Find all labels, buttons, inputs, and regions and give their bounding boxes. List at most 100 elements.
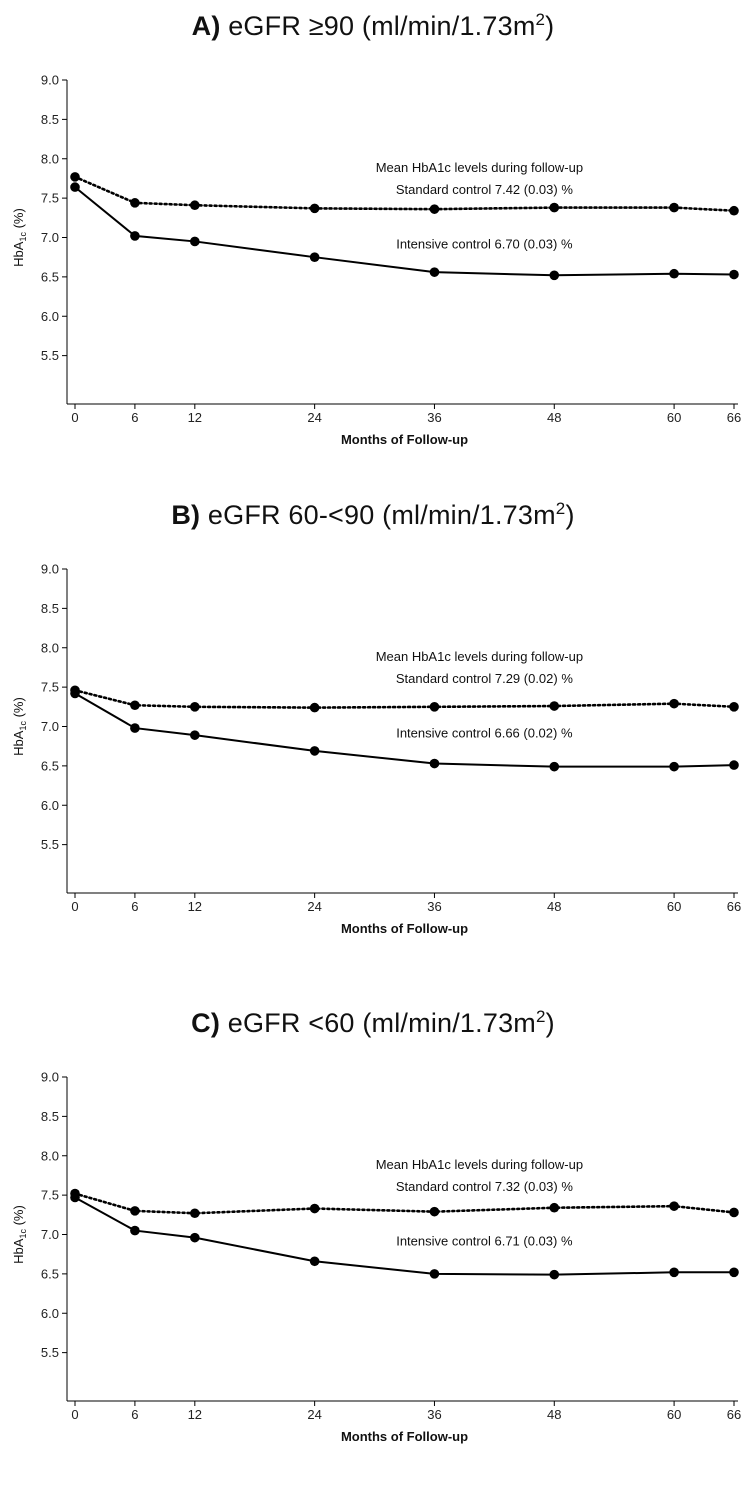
- y-tick-label: 8.0: [41, 151, 59, 166]
- x-tick-label: 6: [131, 1407, 138, 1422]
- intensive-control-line: [74, 1196, 734, 1276]
- x-tick-label: 66: [727, 899, 741, 914]
- y-tick-label: 8.5: [41, 601, 59, 616]
- intensive-control-line: [74, 186, 735, 277]
- standard-control-point: [309, 702, 320, 713]
- title-close: ): [545, 11, 555, 41]
- intensive-control-point: [669, 268, 679, 279]
- annotation-standard: Standard control 7.42 (0.03) %: [396, 182, 573, 197]
- standard-control-point: [669, 1201, 679, 1211]
- title-superscript: 2: [555, 499, 566, 518]
- intensive-control-point: [190, 730, 200, 740]
- y-tick-label: 8.0: [41, 640, 59, 655]
- standard-control-point: [190, 1208, 200, 1219]
- y-axis-label-unit: (%): [11, 1205, 26, 1229]
- standard-control-point: [549, 701, 560, 711]
- panel-letter: B): [171, 500, 201, 530]
- intensive-control-point: [309, 252, 320, 262]
- intensive-control-point: [429, 1269, 440, 1279]
- y-axis-label: HbA1c (%): [11, 208, 28, 267]
- x-tick-label: 48: [547, 899, 561, 914]
- x-tick-label: 12: [188, 1407, 202, 1422]
- x-tick-label: 6: [131, 899, 138, 914]
- title-text: eGFR 60-<90 (ml/min/1.73m: [200, 500, 556, 530]
- chart-plot-b: 5.5 6.0 6.5 7.0 7.5 8.0 8.5 9.0 0 6 12 24 36 48 60 66 Mo…: [11, 562, 741, 937]
- intensive-control-point: [729, 1267, 739, 1278]
- x-tick-label: 48: [547, 410, 561, 425]
- chart-title: A) eGFR ≥90 (ml/min/1.73m2): [0, 10, 746, 42]
- x-tick-label: 60: [667, 1407, 681, 1422]
- y-tick-label: 6.5: [41, 758, 59, 773]
- x-tick-label: 12: [188, 899, 202, 914]
- intensive-control-point: [729, 269, 739, 280]
- y-axis-label-main: HbA: [11, 730, 26, 756]
- x-tick-label: 36: [427, 1407, 441, 1422]
- y-axis-label-main: HbA: [11, 1238, 26, 1264]
- y-tick-label: 7.0: [41, 230, 59, 245]
- intensive-control-line: [74, 692, 735, 768]
- standard-control-point: [190, 702, 200, 712]
- chart-plot-c: 5.5 6.0 6.5 7.0 7.5 8.0 8.5 9.0 0 6 12 24 36 48 60 66 Mo…: [11, 1070, 741, 1445]
- intensive-control-point: [549, 761, 560, 772]
- x-axis-label: Months of Follow-up: [341, 1429, 468, 1444]
- standard-control-point: [429, 204, 440, 214]
- y-tick-label: 8.5: [41, 112, 59, 127]
- y-tick-label: 8.5: [41, 1109, 59, 1124]
- x-tick-label: 24: [307, 410, 321, 425]
- standard-control-point: [729, 702, 739, 712]
- intensive-control-point: [309, 746, 320, 756]
- intensive-control-point: [729, 760, 739, 770]
- x-tick-label: 0: [71, 1407, 78, 1422]
- intensive-control-point: [70, 1192, 80, 1203]
- intensive-control-point: [669, 761, 679, 772]
- x-axis-label: Months of Follow-up: [341, 432, 468, 447]
- x-tick-label: 48: [547, 1407, 561, 1422]
- standard-control-line: [73, 175, 736, 213]
- chart-title: C) eGFR <60 (ml/min/1.73m2): [0, 1007, 746, 1039]
- x-tick-label: 0: [71, 410, 78, 425]
- intensive-control-point: [130, 723, 140, 733]
- standard-control-point: [309, 203, 320, 214]
- intensive-control-point: [429, 267, 440, 277]
- title-close: ): [545, 1008, 555, 1038]
- y-axis-label: HbA1c (%): [11, 697, 28, 756]
- intensive-control-point: [549, 1269, 560, 1280]
- chart-plot-a: 5.5 6.0 6.5 7.0 7.5 8.0 8.5 9.0 0 6 12 24 36 48 60 66 Mo…: [11, 73, 741, 448]
- y-tick-label: 9.0: [41, 73, 59, 88]
- x-tick-label: 0: [71, 899, 78, 914]
- intensive-control-point: [130, 231, 140, 241]
- y-tick-label: 6.5: [41, 1266, 59, 1281]
- standard-control-point: [309, 1203, 320, 1214]
- annotation-header: Mean HbA1c levels during follow-up: [376, 160, 583, 175]
- y-axis-label-unit: (%): [11, 697, 26, 721]
- x-tick-label: 60: [667, 410, 681, 425]
- intensive-control-point: [190, 1232, 200, 1243]
- standard-control-point: [70, 172, 80, 182]
- y-tick-label: 6.0: [41, 309, 59, 324]
- y-tick-label: 8.0: [41, 1148, 59, 1163]
- y-axis-label-main: HbA: [11, 241, 26, 267]
- standard-control-point: [130, 1206, 140, 1216]
- standard-control-point: [669, 698, 679, 709]
- annotation-intensive: Intensive control 6.71 (0.03) %: [396, 1234, 573, 1249]
- y-tick-label: 5.5: [41, 348, 59, 363]
- y-axis-label: HbA1c (%): [11, 1205, 28, 1264]
- intensive-control-point: [130, 1225, 140, 1236]
- y-axis-label-subscript: 1c: [18, 232, 28, 242]
- x-axis-label: Months of Follow-up: [341, 921, 468, 936]
- x-tick-label: 60: [667, 899, 681, 914]
- standard-control-line: [73, 688, 736, 709]
- y-tick-label: 9.0: [41, 1070, 59, 1085]
- x-tick-label: 66: [727, 1407, 741, 1422]
- annotation-header: Mean HbA1c levels during follow-up: [376, 649, 583, 664]
- annotation-intensive: Intensive control 6.66 (0.02) %: [396, 726, 573, 741]
- y-axis-label-subscript: 1c: [18, 1229, 28, 1239]
- y-tick-label: 7.0: [41, 719, 59, 734]
- title-text: eGFR ≥90 (ml/min/1.73m: [220, 11, 536, 41]
- x-tick-label: 66: [727, 410, 741, 425]
- x-tick-label: 36: [427, 899, 441, 914]
- intensive-control-point: [669, 1267, 679, 1278]
- x-tick-label: 36: [427, 410, 441, 425]
- annotation-standard: Standard control 7.32 (0.03) %: [396, 1179, 573, 1194]
- standard-control-point: [429, 1206, 440, 1217]
